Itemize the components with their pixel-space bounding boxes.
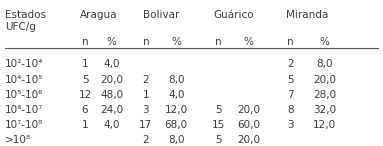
Text: 5: 5 [215,105,221,115]
Text: 5: 5 [287,74,294,85]
Text: 12,0: 12,0 [165,105,188,115]
Text: 3: 3 [287,120,294,130]
Text: 2: 2 [287,59,294,69]
Text: 20,0: 20,0 [237,105,260,115]
Text: 4,0: 4,0 [103,59,120,69]
Text: Guárico: Guárico [213,10,254,20]
Text: 60,0: 60,0 [237,120,260,130]
Text: 5: 5 [215,135,221,145]
Text: 8,0: 8,0 [168,74,185,85]
Text: 10⁵-10⁶: 10⁵-10⁶ [5,90,44,100]
Text: 17: 17 [139,120,152,130]
Text: 20,0: 20,0 [237,135,260,145]
Text: %: % [171,37,181,47]
Text: 8,0: 8,0 [316,59,333,69]
Text: 10⁶-10⁷: 10⁶-10⁷ [5,105,44,115]
Text: 6: 6 [82,105,88,115]
Text: 5: 5 [82,74,88,85]
Text: n: n [142,37,149,47]
Text: 3: 3 [142,105,149,115]
Text: 15: 15 [211,120,225,130]
Text: %: % [107,37,116,47]
Text: 20,0: 20,0 [100,74,123,85]
Text: 20,0: 20,0 [313,74,336,85]
Text: 8: 8 [287,105,294,115]
Text: Aragua: Aragua [80,10,117,20]
Text: 8,0: 8,0 [168,135,185,145]
Text: 10²-10⁴: 10²-10⁴ [5,59,44,69]
Text: 48,0: 48,0 [100,90,123,100]
Text: Bolivar: Bolivar [143,10,179,20]
Text: 7: 7 [287,90,294,100]
Text: 2: 2 [142,135,149,145]
Text: 2: 2 [142,74,149,85]
Text: >10⁸: >10⁸ [5,135,31,145]
Text: %: % [320,37,329,47]
Text: 68,0: 68,0 [165,120,188,130]
Text: Estados
UFC/g: Estados UFC/g [5,10,46,32]
Text: n: n [82,37,88,47]
Text: 12,0: 12,0 [313,120,336,130]
Text: 10⁷-10⁸: 10⁷-10⁸ [5,120,44,130]
Text: 24,0: 24,0 [100,105,123,115]
Text: 4,0: 4,0 [168,90,185,100]
Text: 1: 1 [142,90,149,100]
Text: %: % [244,37,254,47]
Text: 4,0: 4,0 [103,120,120,130]
Text: 32,0: 32,0 [313,105,336,115]
Text: Miranda: Miranda [286,10,329,20]
Text: 1: 1 [82,59,88,69]
Text: n: n [215,37,221,47]
Text: 10⁴-10⁵: 10⁴-10⁵ [5,74,44,85]
Text: 1: 1 [82,120,88,130]
Text: 12: 12 [79,90,92,100]
Text: n: n [287,37,294,47]
Text: 28,0: 28,0 [313,90,336,100]
